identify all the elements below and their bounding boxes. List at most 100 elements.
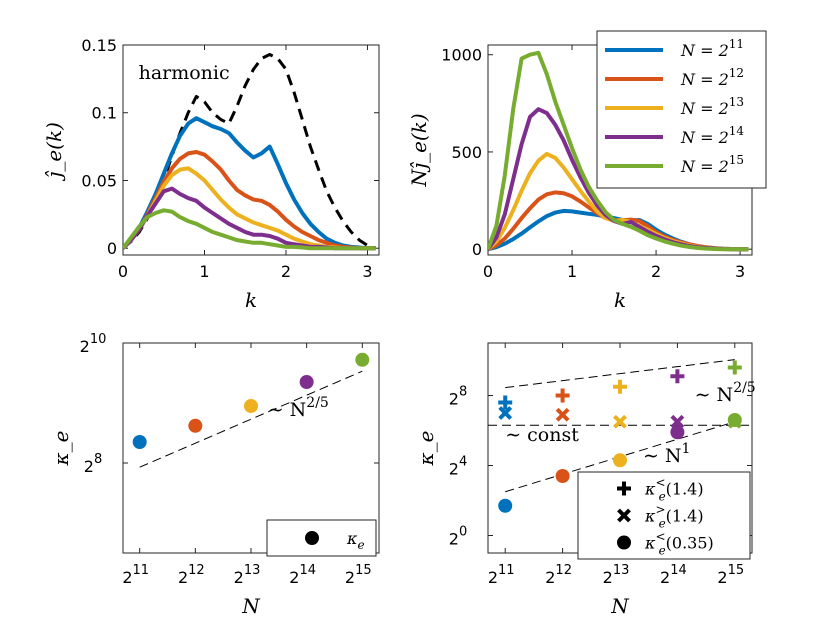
legend-text: N = 2: [680, 41, 729, 60]
y-tick-label: 500: [451, 143, 482, 162]
tick-base: 2: [80, 337, 90, 356]
tick-exponent: 10: [90, 332, 107, 347]
fit-label: ∼ N2/5: [268, 395, 329, 421]
legend-subscript: e: [659, 517, 666, 531]
legend-subscript: e: [659, 544, 666, 558]
data-point: [613, 453, 627, 468]
x-tick-label: 213: [234, 563, 261, 587]
legend-label: N = 215: [680, 153, 744, 176]
y-axis-label: κ_e: [414, 431, 438, 467]
x-axis-label: k: [245, 288, 257, 312]
x-axis-label: N: [610, 594, 630, 618]
fit-label: ∼ N2/5: [695, 380, 756, 406]
legend-text: N = 2: [680, 99, 729, 118]
legend-exponent: 14: [729, 124, 745, 138]
x-tick-label: 212: [178, 563, 205, 587]
tick-exponent: 4: [459, 455, 467, 470]
data-point: [498, 498, 513, 513]
fit-label-text: ∼ const: [505, 424, 579, 446]
tick-base: 2: [449, 460, 459, 479]
legend-kappa: κ: [644, 534, 656, 553]
tick-base: 2: [234, 568, 244, 587]
fit-label-text: ∼ N: [643, 445, 682, 467]
y-tick-label: 20: [449, 525, 467, 549]
tick-exponent: 14: [670, 563, 687, 578]
tick-exponent: 13: [613, 563, 630, 578]
x-tick-label: 213: [603, 563, 630, 587]
data-point: [498, 406, 513, 420]
legend-superscript: >: [656, 503, 666, 517]
tick-base: 2: [178, 568, 188, 587]
legend-exponent: 12: [729, 66, 744, 80]
y-tick-label: 0.1: [92, 104, 117, 123]
fit-label: ∼ const: [505, 424, 579, 446]
fit-label-exponent: 2/5: [306, 395, 329, 411]
y-tick-label: 0: [472, 240, 482, 259]
y-tick-label: 0: [107, 239, 117, 258]
fit-label-text: ∼ N: [695, 384, 734, 406]
legend-text: N = 2: [680, 157, 729, 176]
fit-label-text: ∼ N: [268, 399, 307, 421]
x-tick-label: 1: [567, 262, 577, 281]
series-line-n-2-11: [488, 208, 749, 252]
legend-marker: [617, 481, 631, 496]
legend-exponent: 11: [729, 37, 744, 51]
legend-exponent: 13: [729, 95, 744, 109]
legend-label: κ< e(0.35): [644, 530, 714, 558]
y-tick-label: 210: [80, 332, 107, 356]
data-point: [555, 407, 570, 422]
legend-exponent: 15: [729, 153, 744, 167]
y-tick-label: 0.15: [81, 36, 117, 55]
tick-exponent: 15: [728, 563, 745, 578]
legend-label: κ< e(1.4): [644, 476, 704, 504]
tick-exponent: 12: [555, 563, 572, 578]
legend: κe: [266, 519, 377, 557]
series-group: [123, 53, 377, 251]
y-axis-label: Nĵ_e(k): [407, 113, 431, 187]
tick-exponent: 11: [133, 563, 150, 578]
data-point: [188, 418, 203, 433]
fit-line: [139, 370, 363, 468]
data-point: [299, 375, 314, 389]
y-axis-label: κ_e: [49, 431, 73, 467]
y-tick-label: 28: [449, 385, 467, 409]
legend-argument: (0.35): [666, 534, 714, 553]
data-point: [613, 379, 627, 394]
tick-base: 2: [717, 568, 727, 587]
data-point: [244, 399, 258, 413]
tick-exponent: 8: [459, 385, 467, 400]
data-point: [727, 413, 742, 427]
tick-base: 2: [488, 568, 498, 587]
legend-marker: [617, 535, 631, 550]
legend-subscript: e: [659, 490, 666, 504]
data-point: [132, 435, 147, 449]
legend-kappa: κ: [644, 480, 656, 499]
tick-base: 2: [660, 568, 670, 587]
legend-marker: [305, 531, 319, 545]
tick-base: 2: [345, 568, 355, 587]
tick-base: 2: [289, 568, 299, 587]
legend-label: N = 212: [680, 66, 744, 89]
tick-exponent: 15: [355, 563, 372, 578]
x-axis-label: k: [614, 288, 626, 312]
x-tick-label: 3: [362, 262, 372, 281]
data-point: [670, 369, 685, 384]
x-tick-label: 2: [651, 262, 661, 281]
tick-base: 2: [603, 568, 613, 587]
y-tick-label: 0.05: [81, 171, 117, 190]
y-tick-label: 1000: [441, 46, 482, 65]
fit-line: [505, 359, 735, 389]
fit-label-exponent: 1: [682, 441, 691, 457]
legend-label: N = 213: [680, 95, 744, 118]
legend-label: N = 211: [680, 37, 744, 60]
x-tick-label: 0: [483, 262, 493, 281]
y-tick-label: 28: [84, 452, 102, 476]
legend: κ< e(1.4)κ> e(1.4)κ< e(0.35): [577, 471, 751, 560]
x-tick-label: 1: [199, 262, 209, 281]
legend-box: [577, 471, 751, 560]
x-tick-label: 214: [660, 563, 687, 587]
legend-kappa: κ: [346, 529, 358, 548]
